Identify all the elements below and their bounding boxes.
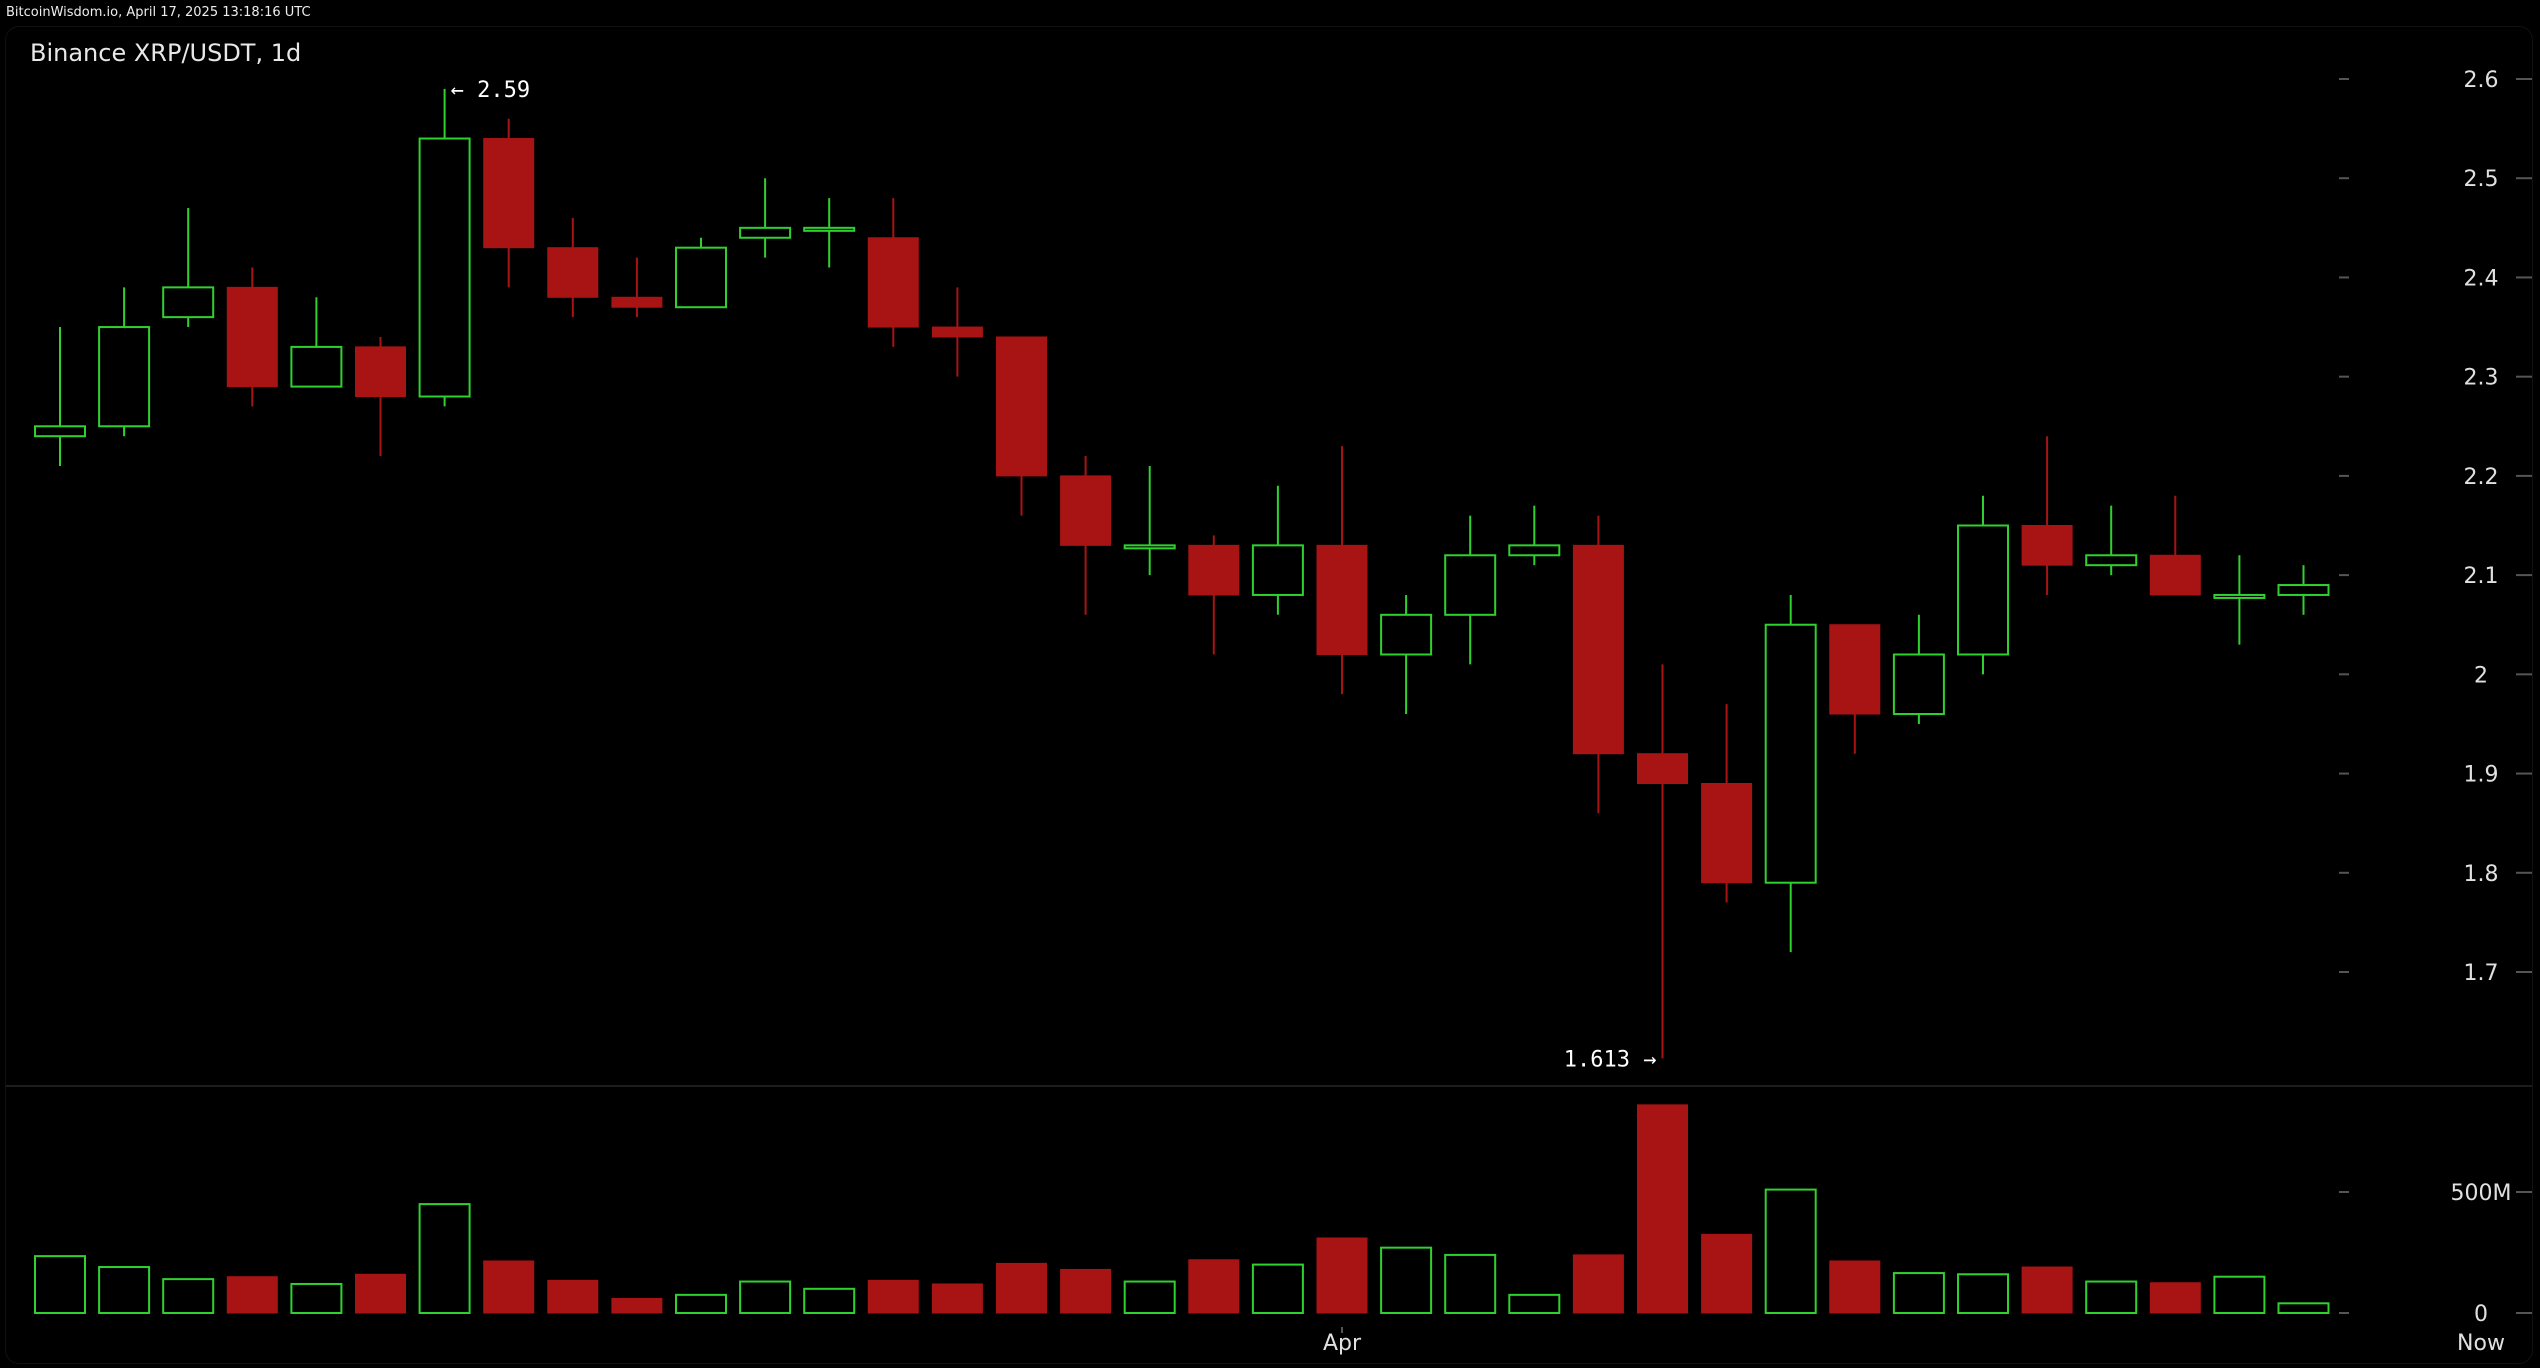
- price-tick-label: 2.4: [2464, 266, 2499, 291]
- volume-bar-down: [547, 1279, 599, 1314]
- candle-body-down: [355, 346, 406, 398]
- volume-bar-up: [290, 1282, 343, 1314]
- price-tick-label: 1.8: [2464, 862, 2499, 887]
- volume-bar-up: [739, 1280, 792, 1315]
- candle-body-up: [98, 326, 151, 428]
- volume-bar-down: [1188, 1259, 1240, 1314]
- volume-bar-up: [2277, 1302, 2330, 1314]
- price-tick-label: 1.9: [2464, 763, 2499, 788]
- volume-bar-down: [1637, 1104, 1688, 1314]
- candle-body-up: [1251, 544, 1304, 596]
- candle-body-down: [1572, 544, 1624, 755]
- candle-body-down: [2149, 554, 2201, 596]
- volume-bar-down: [483, 1260, 535, 1314]
- volume-tick-label: 500M: [2451, 1181, 2512, 1206]
- volume-bar-up: [418, 1203, 471, 1314]
- volume-bar-up: [1764, 1188, 1817, 1314]
- chart-panel[interactable]: Binance XRP/USDT, 1d 1.7 1.8 1.9 2 2.1 2.2 2.3…: [5, 26, 2533, 1364]
- volume-bar-up: [1251, 1263, 1304, 1314]
- volume-bar-up: [1957, 1273, 2009, 1315]
- price-tick-label: 2: [2474, 663, 2488, 688]
- volume-bar-up: [1380, 1246, 1433, 1315]
- candle-body-up: [418, 137, 471, 398]
- candle-body-down: [611, 296, 663, 308]
- candle-body-down: [931, 326, 983, 338]
- candle-body-up: [1892, 653, 1945, 716]
- price-tick-label: 2.3: [2464, 366, 2499, 391]
- volume-bar-down: [2149, 1282, 2201, 1314]
- price-tick-label: 1.7: [2464, 961, 2499, 986]
- volume-bar-up: [1123, 1280, 1176, 1315]
- candle-body-up: [34, 425, 86, 438]
- candle-body-up: [1957, 524, 2009, 656]
- volume-axis: 0 500M: [2339, 1181, 2532, 1327]
- timestamp-bar: BitcoinWisdom.io, April 17, 2025 13:18:1…: [0, 0, 2540, 26]
- volume-bar-down: [931, 1283, 983, 1314]
- volume-bar-down: [226, 1276, 278, 1314]
- candle-body-down: [2021, 525, 2073, 566]
- candle-body-up: [2277, 584, 2330, 596]
- candle-body-down: [226, 286, 278, 388]
- volume-bar-up: [34, 1255, 86, 1315]
- candle-body-up: [2213, 593, 2266, 599]
- candle-body-down: [1316, 544, 1368, 655]
- volume-bar-up: [803, 1287, 856, 1315]
- candle-body-down: [1701, 782, 1753, 884]
- price-tick-label: 2.2: [2464, 465, 2499, 490]
- extreme-price-annotation: ← 2.59: [451, 78, 530, 103]
- volume-bar-down: [867, 1279, 919, 1314]
- volume-bars: [34, 1104, 2330, 1315]
- candle-body-down: [1637, 753, 1688, 784]
- price-tick-label: 2.1: [2464, 564, 2499, 589]
- candles: [34, 88, 2330, 1059]
- time-axis-label: Now: [2457, 1331, 2505, 1356]
- volume-bar-up: [162, 1278, 215, 1314]
- candle-body-up: [739, 226, 792, 239]
- volume-bar-down: [355, 1273, 406, 1314]
- candle-body-down: [1188, 544, 1240, 596]
- candle-body-up: [2085, 554, 2138, 567]
- candle-body-down: [1060, 475, 1112, 546]
- volume-tick-label: 0: [2474, 1302, 2488, 1327]
- candle-body-up: [1764, 623, 1817, 884]
- annotations: ← 2.59 1.613 →: [451, 78, 1657, 1072]
- time-axis: Apr Now: [1323, 1327, 2505, 1356]
- volume-bar-down: [1060, 1268, 1112, 1314]
- candle-body-down: [547, 247, 599, 298]
- timestamp-label: BitcoinWisdom.io, April 17, 2025 13:18:1…: [6, 5, 311, 20]
- volume-bar-down: [1701, 1233, 1753, 1314]
- volume-bar-up: [2085, 1280, 2138, 1315]
- volume-bar-down: [1829, 1260, 1881, 1314]
- candlestick-chart[interactable]: Binance XRP/USDT, 1d 1.7 1.8 1.9 2 2.1 2.2 2.3…: [6, 27, 2532, 1363]
- chart-title: Binance XRP/USDT, 1d: [30, 39, 301, 67]
- price-axis: 1.7 1.8 1.9 2 2.1 2.2 2.3 2.4 2.5 2.6: [2339, 68, 2532, 986]
- volume-bar-up: [1892, 1272, 1945, 1314]
- volume-bar-down: [1572, 1254, 1624, 1314]
- candle-body-down: [1829, 624, 1881, 715]
- candle-body-up: [162, 286, 215, 319]
- candle-body-up: [1444, 554, 1497, 616]
- candle-body-up: [290, 345, 343, 388]
- volume-bar-up: [1508, 1293, 1561, 1314]
- volume-bar-down: [611, 1297, 663, 1314]
- price-tick-label: 2.6: [2464, 68, 2499, 93]
- candle-body-up: [1508, 544, 1561, 557]
- candle-body-up: [675, 246, 727, 309]
- candle-body-down: [996, 336, 1047, 477]
- candle-body-up: [803, 226, 856, 232]
- volume-bar-up: [1444, 1253, 1497, 1315]
- extreme-price-annotation: 1.613 →: [1564, 1047, 1657, 1072]
- candle-body-up: [1380, 613, 1433, 656]
- candle-body-down: [867, 237, 919, 328]
- candle-body-up: [1123, 544, 1176, 550]
- volume-bar-up: [675, 1293, 727, 1314]
- volume-bar-up: [2213, 1275, 2266, 1314]
- volume-bar-down: [2021, 1266, 2073, 1314]
- volume-bar-up: [98, 1266, 151, 1315]
- volume-bar-down: [1316, 1237, 1368, 1314]
- candle-body-down: [483, 138, 535, 249]
- volume-bar-down: [996, 1262, 1047, 1314]
- price-tick-label: 2.5: [2464, 167, 2499, 192]
- time-axis-label: Apr: [1323, 1331, 1362, 1356]
